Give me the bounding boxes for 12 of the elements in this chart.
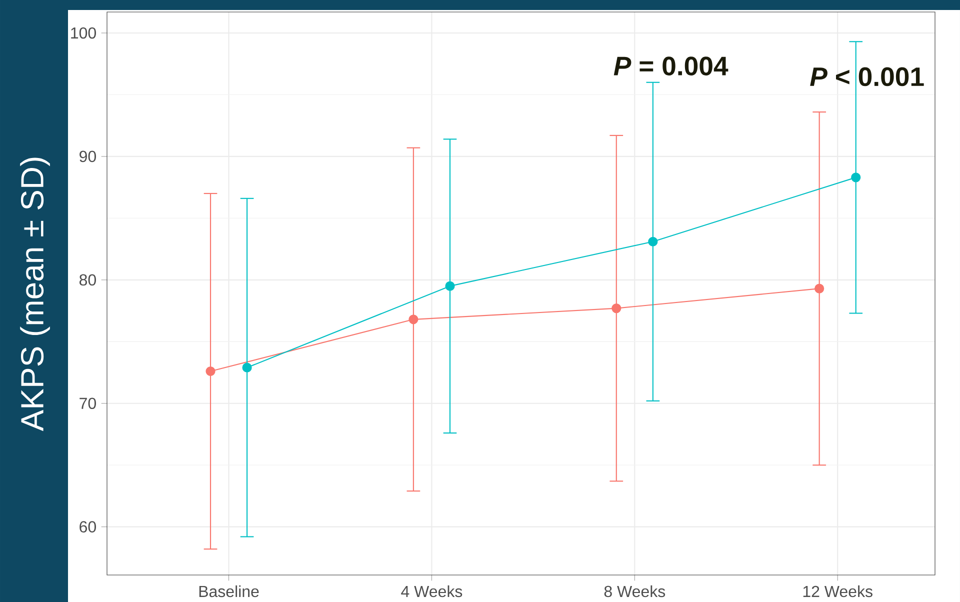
x-tick-label: Baseline: [199, 585, 259, 598]
annotation: P < 0.001: [810, 67, 924, 86]
x-tick-label: 12 Weeks: [803, 585, 872, 598]
y-tick-label: 70: [80, 398, 96, 410]
y-tick-label: 60: [80, 521, 96, 532]
y-axis-title: AKPS (mean ± SD): [20, 158, 50, 432]
x-tick-label: 8 Weeks: [604, 585, 666, 598]
x-tick-label: 4 Weeks: [401, 585, 462, 598]
y-tick-label: 80: [80, 274, 96, 286]
y-tick-label: 100: [71, 27, 96, 39]
annotation: P = 0.004: [614, 56, 728, 76]
y-tick-label: 90: [80, 150, 96, 162]
